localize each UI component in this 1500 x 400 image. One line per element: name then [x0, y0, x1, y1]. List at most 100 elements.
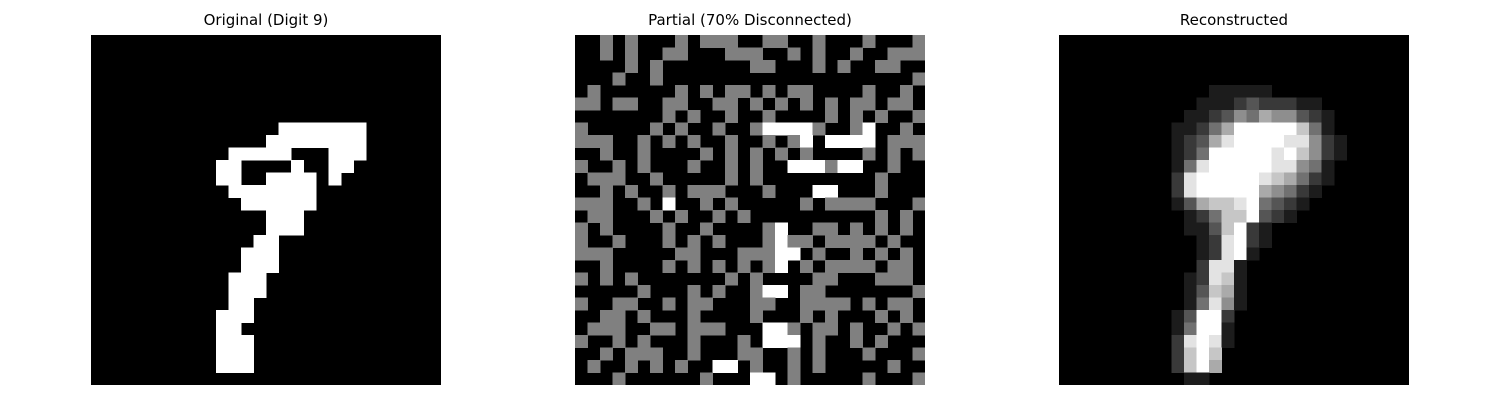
pixel	[875, 185, 888, 198]
pixel	[725, 47, 738, 61]
pixel	[316, 122, 329, 136]
pixel	[1196, 135, 1210, 148]
pixel	[575, 122, 588, 136]
pixel	[900, 210, 913, 223]
pixel	[787, 122, 801, 136]
pixel	[737, 260, 751, 273]
pixel	[1234, 235, 1247, 248]
pixel	[787, 160, 801, 173]
pixel	[637, 160, 651, 173]
pixel	[600, 47, 613, 61]
pixel	[1246, 122, 1260, 136]
pixel	[862, 122, 876, 136]
pixel	[900, 297, 913, 311]
pixel	[675, 97, 688, 111]
pixel	[1184, 285, 1197, 298]
pixel	[762, 185, 776, 198]
pixel	[875, 272, 888, 286]
pixel	[850, 247, 863, 261]
pixel	[241, 310, 254, 323]
pixel	[787, 135, 801, 148]
pixel	[800, 147, 813, 161]
pixel	[750, 172, 763, 186]
pixel	[1221, 197, 1235, 211]
pixel	[762, 110, 776, 123]
pixel	[912, 347, 925, 361]
pixel	[291, 197, 304, 211]
pixel	[912, 135, 925, 148]
pixel	[241, 197, 254, 211]
pixel	[737, 247, 751, 261]
pixel	[600, 197, 613, 211]
pixel	[1171, 147, 1185, 161]
pixel	[1184, 310, 1197, 323]
pixel	[862, 260, 876, 273]
pixel	[228, 185, 242, 198]
pixel	[637, 285, 651, 298]
pixel	[887, 47, 901, 61]
pixel	[228, 297, 242, 311]
pixel	[600, 172, 613, 186]
pixel	[600, 310, 613, 323]
pixel	[1321, 135, 1335, 148]
pixel	[900, 272, 913, 286]
pixel	[912, 147, 925, 161]
pixel	[612, 97, 626, 111]
pixel	[1209, 197, 1222, 211]
pixel	[600, 185, 613, 198]
pixel	[1246, 147, 1260, 161]
pixel	[662, 135, 676, 148]
pixel	[887, 260, 901, 273]
pixel	[228, 272, 242, 286]
pixel	[1271, 185, 1285, 198]
pixel	[650, 322, 663, 336]
pixel	[787, 347, 801, 361]
pixel	[1196, 197, 1210, 211]
pixel	[737, 210, 751, 223]
pixel	[241, 297, 254, 311]
pixel	[1321, 147, 1335, 161]
pixel	[1209, 185, 1222, 198]
pixel	[1259, 185, 1272, 198]
pixel	[775, 222, 788, 236]
pixel	[1234, 272, 1247, 286]
pixel	[1184, 160, 1197, 173]
pixel	[650, 60, 663, 73]
pixel	[612, 72, 626, 86]
pixel	[1196, 235, 1210, 248]
pixel	[875, 210, 888, 223]
pixel	[812, 60, 826, 73]
pixel	[862, 197, 876, 211]
pixel	[278, 172, 292, 186]
pixel	[1296, 147, 1310, 161]
pixel	[328, 160, 342, 173]
pixel	[1234, 160, 1247, 173]
pixel	[1184, 122, 1197, 136]
pixel	[637, 347, 651, 361]
pixel	[278, 197, 292, 211]
pixel	[1196, 160, 1210, 173]
pixel	[1221, 272, 1235, 286]
pixel	[1209, 135, 1222, 148]
pixel	[1246, 247, 1260, 261]
pixel	[291, 172, 304, 186]
pixel	[762, 322, 776, 336]
pixel	[762, 372, 776, 385]
pixel	[825, 97, 838, 111]
pixel	[1271, 97, 1285, 111]
pixel	[1234, 247, 1247, 261]
pixel	[775, 35, 788, 48]
pixel	[687, 297, 701, 311]
pixel	[762, 60, 776, 73]
pixel	[887, 297, 901, 311]
pixel	[825, 235, 838, 248]
pixel	[625, 347, 638, 361]
pixel	[1259, 210, 1272, 223]
pixel	[1209, 335, 1222, 348]
pixel	[1221, 310, 1235, 323]
pixel	[1196, 322, 1210, 336]
pixel	[1209, 147, 1222, 161]
pixel	[862, 135, 876, 148]
pixel	[1171, 185, 1185, 198]
pixel	[612, 372, 626, 385]
